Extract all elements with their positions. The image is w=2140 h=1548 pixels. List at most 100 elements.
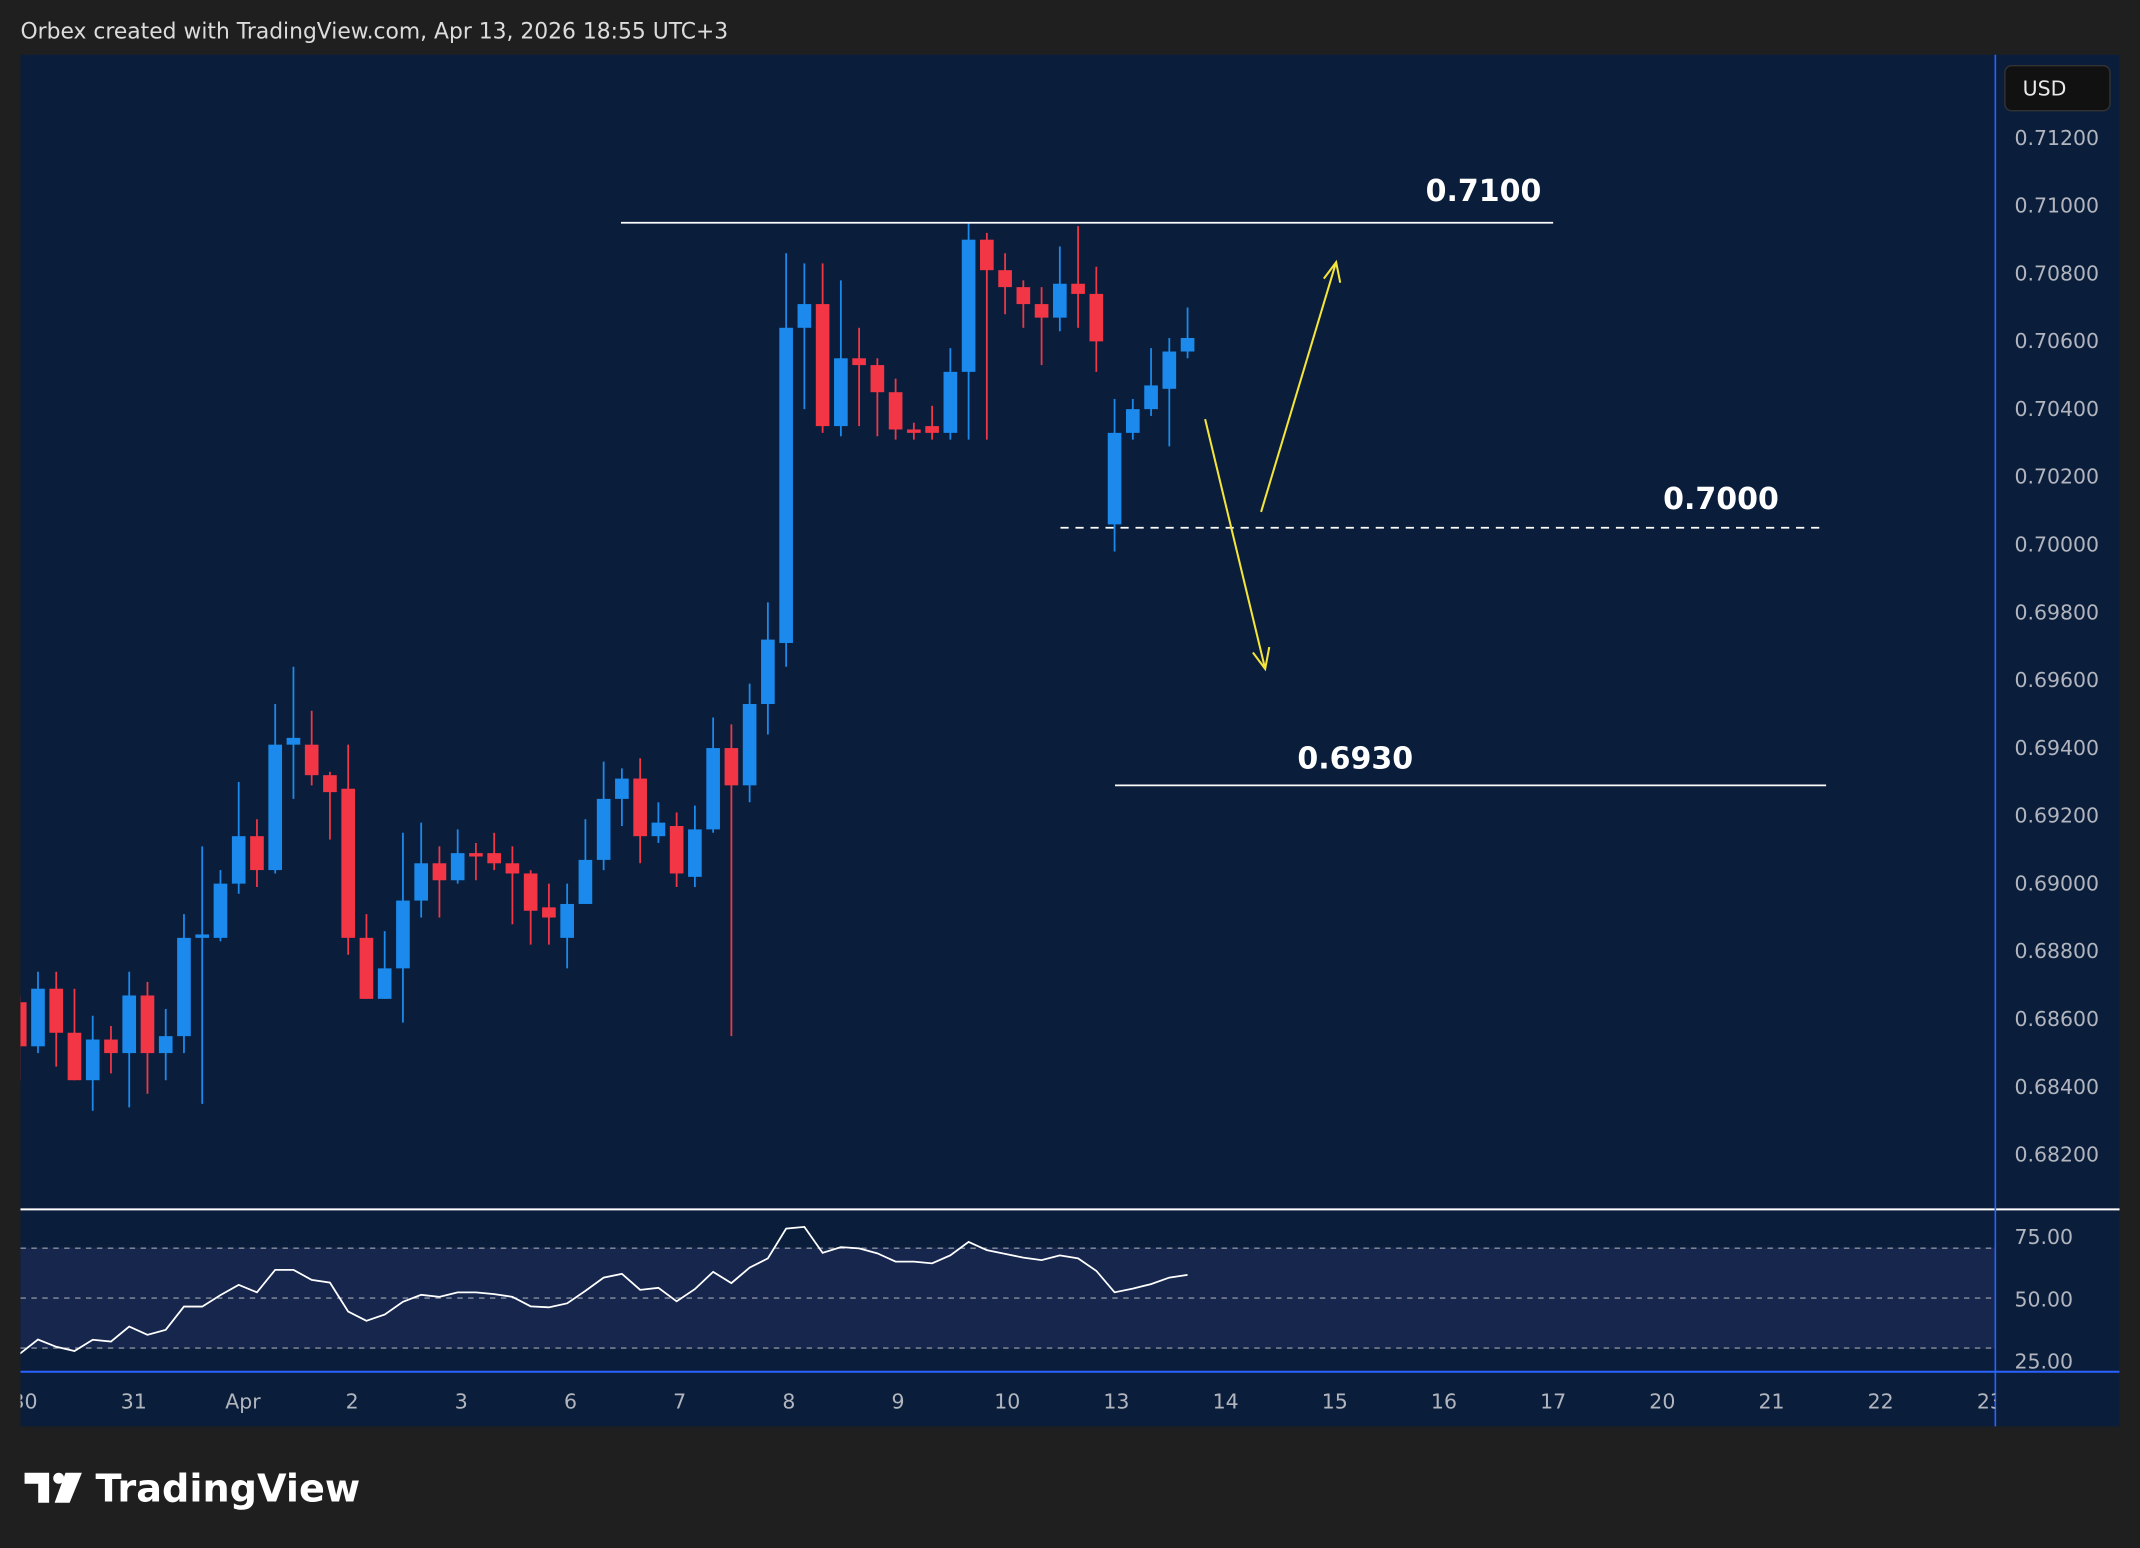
candle-up — [761, 602, 775, 735]
level-label: 0.7000 — [1663, 482, 1779, 517]
candle-up — [85, 1015, 100, 1111]
price-tick-label: 0.70600 — [2014, 329, 2099, 353]
candle-down — [1034, 287, 1049, 366]
candle-up — [615, 768, 629, 827]
time-tick-label: 13 — [1103, 1390, 1129, 1414]
candle-body — [943, 371, 958, 433]
price-tick-label: 0.69800 — [2014, 600, 2099, 624]
candle-down — [20, 995, 27, 1081]
price-axis[interactable]: 0.71200 0.71000 0.70800 0.70600 0.70400 0.702… — [2014, 126, 2099, 1167]
time-tick-label: 3 — [455, 1390, 468, 1414]
price-tick-label: 0.70400 — [2014, 397, 2099, 421]
candle-up — [31, 971, 45, 1054]
rsi-level-lines — [20, 1247, 1996, 1349]
price-tick-label: 0.69200 — [2014, 804, 2099, 828]
candle-up — [1144, 348, 1158, 416]
candle-body — [578, 859, 593, 904]
chart-panel[interactable] — [20, 54, 2120, 1427]
candle-down — [888, 378, 903, 440]
candle-up — [943, 348, 958, 440]
candle-body — [158, 1036, 173, 1054]
candle-body — [870, 365, 885, 393]
candle-body — [195, 934, 210, 938]
tradingview-logo-dot — [53, 1472, 65, 1484]
price-tick-label: 0.68200 — [2014, 1143, 2099, 1167]
time-tick-label: 23 — [1977, 1390, 2003, 1414]
candle-down — [523, 870, 538, 945]
time-tick-label: 21 — [1758, 1390, 1784, 1414]
candle-up — [286, 666, 301, 799]
candle-body — [615, 778, 629, 799]
candle-body — [523, 873, 538, 911]
rsi-axis[interactable]: 75.00 50.00 25.00 — [2014, 1225, 2073, 1374]
candle-down — [341, 744, 356, 955]
candle-up — [596, 761, 611, 871]
candle-down — [980, 232, 994, 440]
candle-up — [377, 931, 392, 999]
candle-body — [450, 853, 465, 881]
candle-down — [724, 724, 739, 1037]
candle-body — [998, 270, 1012, 288]
arrow-up-icon — [1260, 259, 1342, 513]
candle-body — [67, 1032, 82, 1081]
candle-down — [487, 832, 501, 871]
candle-up — [1053, 246, 1067, 332]
candle-body — [268, 744, 283, 871]
candle-body — [250, 836, 264, 871]
currency-button-bg[interactable] — [2004, 64, 2111, 112]
time-tick-label: 2 — [346, 1390, 359, 1414]
candle-body — [432, 863, 447, 881]
rsi-tick-label: 50.00 — [2014, 1287, 2073, 1311]
candle-down — [140, 981, 155, 1094]
candle-up — [195, 846, 210, 1104]
price-tick-label: 0.69000 — [2014, 871, 2099, 895]
candle-up — [706, 717, 720, 833]
candle-body — [414, 863, 428, 901]
level-label: 0.6930 — [1297, 742, 1413, 777]
candle-body — [286, 737, 301, 745]
candle-up — [688, 805, 702, 888]
candle-up — [414, 822, 428, 918]
candle-down — [250, 819, 264, 888]
annotations: 0.7100 0.7000 0.6930 — [620, 174, 1827, 787]
candle-body — [980, 239, 994, 271]
candle-up — [742, 683, 757, 803]
candle-up — [1180, 307, 1195, 359]
time-tick-label: 8 — [782, 1390, 795, 1414]
candle-down — [49, 971, 64, 1067]
tradingview-logo-slash — [54, 1472, 82, 1503]
candle-down — [669, 812, 684, 888]
candle-up — [961, 222, 976, 440]
candle-body — [688, 829, 702, 877]
candle-body — [852, 358, 866, 366]
time-tick-label: 7 — [673, 1390, 686, 1414]
candle-down — [542, 883, 556, 945]
candle-body — [231, 836, 246, 884]
price-tick-label: 0.70000 — [2014, 533, 2099, 557]
candle-body — [651, 822, 666, 837]
rsi-pane[interactable] — [20, 1225, 1188, 1355]
candle-down — [67, 988, 82, 1081]
candle-body — [742, 704, 757, 786]
arrows — [1204, 259, 1342, 672]
currency-label[interactable]: USD — [2023, 77, 2067, 101]
candle-body — [213, 883, 228, 938]
candle-body — [469, 853, 483, 857]
candle-down — [469, 842, 483, 881]
time-tick-label: 31 — [121, 1390, 147, 1414]
time-axis[interactable]: 30 31 Apr 2 3 6 7 8 9 10 13 14 15 16 17 20 21 22 23 — [12, 1390, 2003, 1414]
candle-body — [669, 826, 684, 874]
currency-button[interactable]: USD — [2004, 64, 2111, 112]
candle-down — [1071, 226, 1085, 328]
arrow-down-icon — [1204, 418, 1271, 672]
price-tick-label: 0.71200 — [2014, 126, 2099, 150]
candle-body — [925, 426, 939, 433]
candle-body — [596, 798, 611, 860]
tradingview-logo: TradingView — [24, 1467, 360, 1511]
tradingview-logo-icon — [24, 1472, 50, 1503]
candle-body — [1089, 293, 1104, 342]
price-tick-label: 0.69400 — [2014, 736, 2099, 760]
time-tick-label: 10 — [994, 1390, 1020, 1414]
price-pane[interactable]: 0.7100 0.7000 0.6930 — [13, 174, 1827, 1111]
price-tick-label: 0.70800 — [2014, 261, 2099, 285]
